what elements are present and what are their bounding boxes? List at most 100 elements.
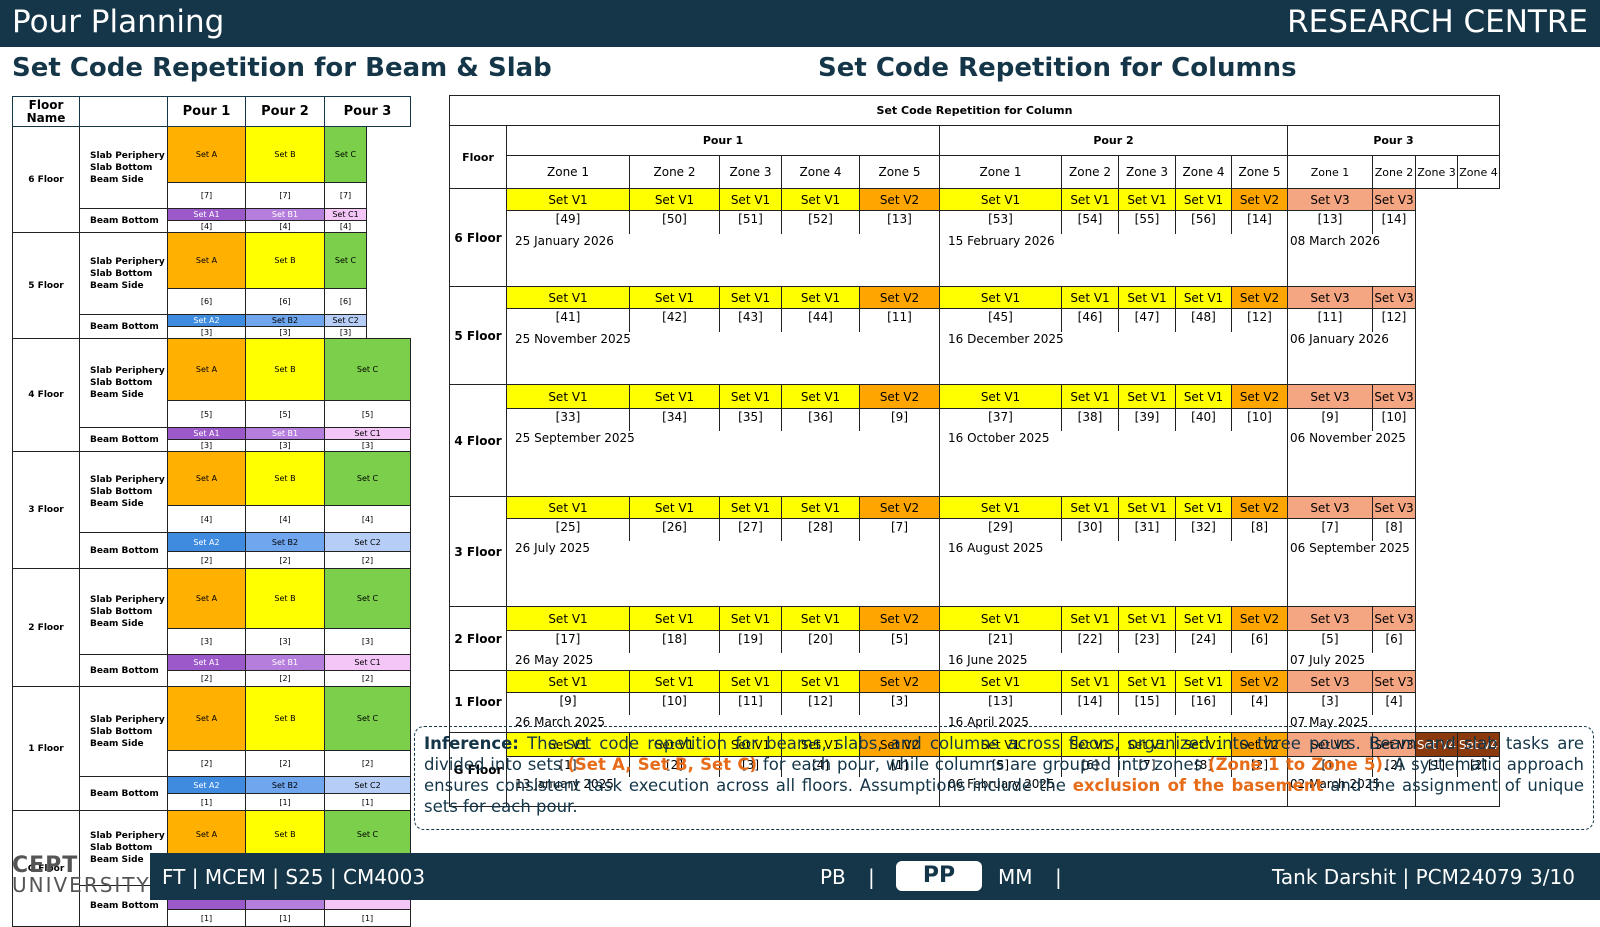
ct-zone-set: Set V2 xyxy=(1231,670,1288,693)
ct-zone-set: Set V1 xyxy=(939,286,1062,309)
ct-pour1-date: 13 January 2025 xyxy=(506,776,940,807)
ct-zone-set: Set V1 xyxy=(1118,384,1176,409)
bs-slab-set: Set C xyxy=(324,686,411,751)
ct-zone-set: Set V1 xyxy=(939,670,1062,693)
ct-zone-count: [16] xyxy=(1175,692,1232,715)
ct-zone-set: Set V4 xyxy=(1457,732,1500,757)
ct-zone-set: Set V1 xyxy=(719,496,782,519)
inference-highlight-3: exclusion of the basement xyxy=(1072,776,1324,795)
ct-zone-count: [36] xyxy=(781,408,860,431)
footer-bar: FT | MCEM | S25 | CM4003 PB | PP | MM | … xyxy=(150,853,1600,900)
ct-zone-set: Set V1 xyxy=(939,496,1062,519)
ct-zone-set xyxy=(1458,385,1500,409)
ct-zone-header: Zone 2 xyxy=(1061,155,1119,189)
ct-zone-count: [15] xyxy=(1118,692,1176,715)
bs-beam-set: Set B1 xyxy=(245,654,325,671)
ct-zone-header: Zone 3 xyxy=(1415,155,1458,189)
ct-zone-count: [54] xyxy=(1061,210,1119,234)
ct-zone-set: Set V2 xyxy=(859,188,940,211)
bs-slab-set: Set B xyxy=(245,232,325,289)
inference-highlight-2: (Zone 1 to Zone 5) xyxy=(1208,755,1383,774)
bs-slab-set: Set C xyxy=(324,451,411,506)
ct-zone-count xyxy=(1458,211,1500,234)
ct-zone-count: [46] xyxy=(1061,308,1119,332)
ct-zone-set: Set V1 xyxy=(781,732,860,757)
ct-zone-set: Set V1 xyxy=(1175,606,1232,631)
ct-floor-name: G Floor xyxy=(449,732,507,807)
ct-zone-set: Set V1 xyxy=(939,384,1062,409)
ct-zone-set: Set V1 xyxy=(1175,670,1232,693)
ct-zone-set xyxy=(1458,607,1500,631)
ct-zone-set: Set V2 xyxy=(1231,606,1288,631)
ct-zone-count: [4] xyxy=(1231,692,1288,715)
ct-zone-set: Set V1 xyxy=(1061,670,1119,693)
bs-slab-set: Set C xyxy=(324,338,411,401)
ct-zone-header: Zone 5 xyxy=(1231,155,1288,189)
ct-pour3-date: 07 May 2025 xyxy=(1287,714,1416,733)
nav-sep-3: | xyxy=(1055,865,1062,889)
ct-zone-set xyxy=(1416,189,1458,211)
ct-zone-header: Zone 4 xyxy=(781,155,860,189)
bs-beam-set: Set B2 xyxy=(245,532,325,552)
ct-zone-count: [11] xyxy=(1287,308,1373,332)
page-number: 3/10 xyxy=(1530,865,1575,889)
bs-slab-set: Set A xyxy=(167,232,246,289)
ct-zone-count: [20] xyxy=(781,630,860,653)
bs-header-floor: Floor Name xyxy=(12,96,80,127)
ct-header-pour3: Pour 3 xyxy=(1287,125,1500,156)
ct-zone-count xyxy=(1416,693,1458,715)
ct-empty-cell xyxy=(1415,776,1500,807)
ct-zone-count: [28] xyxy=(781,518,860,541)
ct-zone-set: Set V1 xyxy=(781,670,860,693)
bs-beam-count: [1] xyxy=(245,909,325,927)
ct-zone-count: [22] xyxy=(1061,630,1119,653)
ct-zone-header: Zone 2 xyxy=(1372,155,1416,189)
ct-zone-set: Set V3 xyxy=(1372,496,1416,519)
ct-zone-count: [13] xyxy=(859,210,940,234)
nav-pp-active[interactable]: PP xyxy=(896,861,982,891)
bs-slab-set: Set A xyxy=(167,126,246,183)
bs-beam-count: [2] xyxy=(167,670,246,687)
nav-mm-link[interactable]: MM xyxy=(998,865,1033,889)
bs-slab-count: [5] xyxy=(167,400,246,428)
ct-empty-cell xyxy=(1416,653,1500,671)
ct-zone-header: Zone 1 xyxy=(939,155,1062,189)
ct-zone-set: Set V1 xyxy=(1175,732,1232,757)
ct-zone-count: [14] xyxy=(1061,692,1119,715)
cept-logo: CEPT UNIVERSITY xyxy=(10,853,150,900)
ct-zone-set: Set V2 xyxy=(859,606,940,631)
nav-pb-link[interactable]: PB xyxy=(820,865,846,889)
ct-pour2-date: 16 August 2025 xyxy=(939,540,1288,607)
bs-beam-count: [2] xyxy=(324,551,411,569)
bs-beam-count: [3] xyxy=(324,326,367,339)
bs-beam-count: [4] xyxy=(324,220,367,233)
ct-zone-set: Set V2 xyxy=(859,384,940,409)
bs-beam-count: [2] xyxy=(324,670,411,687)
bs-slab-count: [2] xyxy=(324,750,411,777)
ct-floor-name: 2 Floor xyxy=(449,606,507,671)
logo-line-2: UNIVERSITY xyxy=(12,873,151,897)
bs-slab-set: Set C xyxy=(324,126,367,183)
ct-floor-name: 4 Floor xyxy=(449,384,507,497)
bs-slab-set: Set C xyxy=(324,810,411,859)
bs-slab-elements: Slab Periphery Slab Bottom Beam Side xyxy=(79,338,168,428)
ct-zone-set: Set V1 xyxy=(1061,606,1119,631)
ct-zone-count xyxy=(1458,631,1500,653)
bs-slab-count: [6] xyxy=(324,288,367,315)
ct-zone-count xyxy=(1458,693,1500,715)
ct-zone-set: Set V3 xyxy=(1372,606,1416,631)
ct-zone-set: Set V1 xyxy=(629,606,720,631)
inference-label: Inference: xyxy=(424,734,519,753)
ct-title: Set Code Repetition for Column xyxy=(449,95,1500,126)
ct-zone-set: Set V1 xyxy=(506,384,630,409)
ct-zone-set: Set V1 xyxy=(1118,670,1176,693)
ct-zone-count: [2] xyxy=(629,756,720,777)
ct-zone-set: Set V3 xyxy=(1287,732,1373,757)
ct-zone-set: Set V1 xyxy=(1175,496,1232,519)
ct-zone-count: [39] xyxy=(1118,408,1176,431)
ct-zone-header: Zone 5 xyxy=(859,155,940,189)
ct-zone-count: [24] xyxy=(1175,630,1232,653)
bs-beam-element: Beam Bottom xyxy=(79,427,168,452)
ct-zone-set: Set V1 xyxy=(939,188,1062,211)
bs-beam-count: [3] xyxy=(245,439,325,452)
